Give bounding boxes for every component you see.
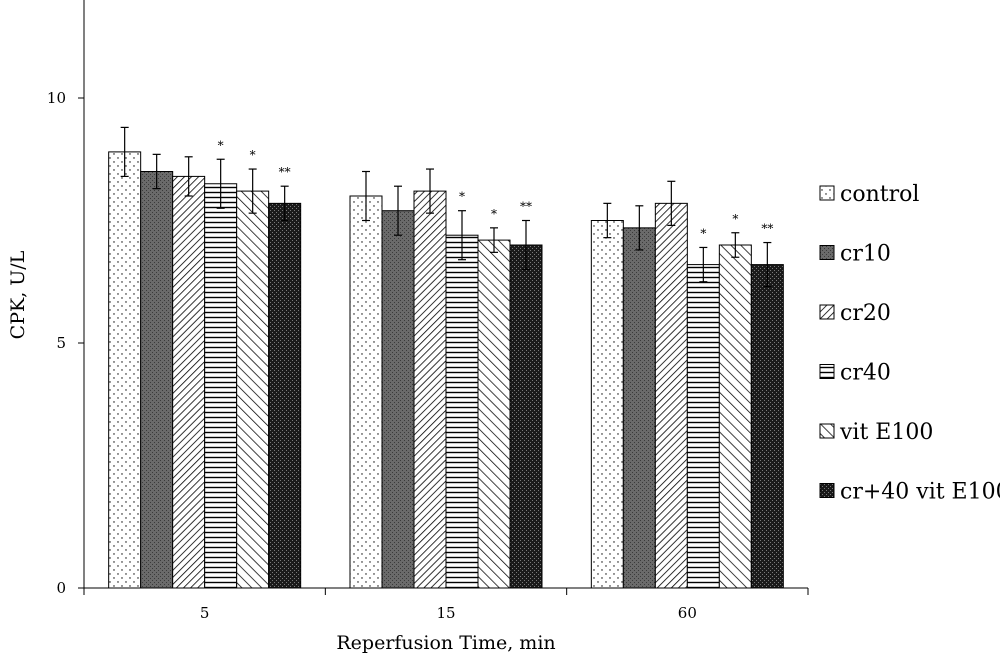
legend: control cr10 cr20 cr40 vit E100 cr+40 vit E10… <box>819 182 1000 505</box>
legend-swatch <box>819 483 835 498</box>
significance-label: * <box>218 138 224 152</box>
x-tick-label: 5 <box>200 604 210 622</box>
bar <box>750 264 784 589</box>
significance-label: * <box>250 148 256 162</box>
legend-swatch <box>819 304 835 320</box>
significance-label: * <box>491 207 497 221</box>
legend-swatch <box>819 423 835 439</box>
legend-label: control <box>840 182 919 207</box>
bars <box>108 151 784 589</box>
bar <box>590 220 624 589</box>
legend-swatch <box>819 185 835 201</box>
significance-markers: ***** ******* <box>218 138 774 240</box>
legend-swatch <box>819 245 835 260</box>
legend-label: cr10 <box>840 242 891 267</box>
legend-label: cr40 <box>840 361 891 386</box>
x-axis-title: Reperfusion Time, min <box>336 632 555 654</box>
bar <box>477 239 511 589</box>
bar <box>622 227 656 589</box>
bar <box>204 183 238 589</box>
legend-swatch <box>819 364 835 379</box>
bar <box>140 171 174 589</box>
significance-label: * <box>700 226 706 240</box>
y-tick-label: 0 <box>56 579 66 597</box>
y-axis-title: CPK, U/L <box>7 250 29 339</box>
bar <box>718 244 752 589</box>
bar <box>509 244 543 589</box>
bar <box>172 175 206 589</box>
bar <box>445 234 479 589</box>
bar <box>236 190 270 589</box>
y-tick-label: 5 <box>56 334 66 352</box>
significance-label: ** <box>520 200 532 214</box>
significance-label: * <box>459 190 465 204</box>
significance-label: * <box>732 212 738 226</box>
x-tick-label: 60 <box>678 604 697 622</box>
bar <box>381 210 415 589</box>
y-tick-label: 10 <box>47 89 66 107</box>
significance-label: ** <box>279 165 291 179</box>
bar <box>108 151 142 589</box>
error-bars <box>120 126 772 288</box>
legend-label: vit E100 <box>839 420 933 445</box>
bar <box>349 195 383 589</box>
x-tick-label: 15 <box>436 604 455 622</box>
significance-label: ** <box>761 222 773 236</box>
bar <box>686 264 720 589</box>
bar <box>413 190 447 589</box>
bar <box>654 202 688 589</box>
bar <box>268 202 302 589</box>
legend-label: cr20 <box>840 301 891 326</box>
legend-label: cr+40 vit E100 <box>840 480 1000 505</box>
